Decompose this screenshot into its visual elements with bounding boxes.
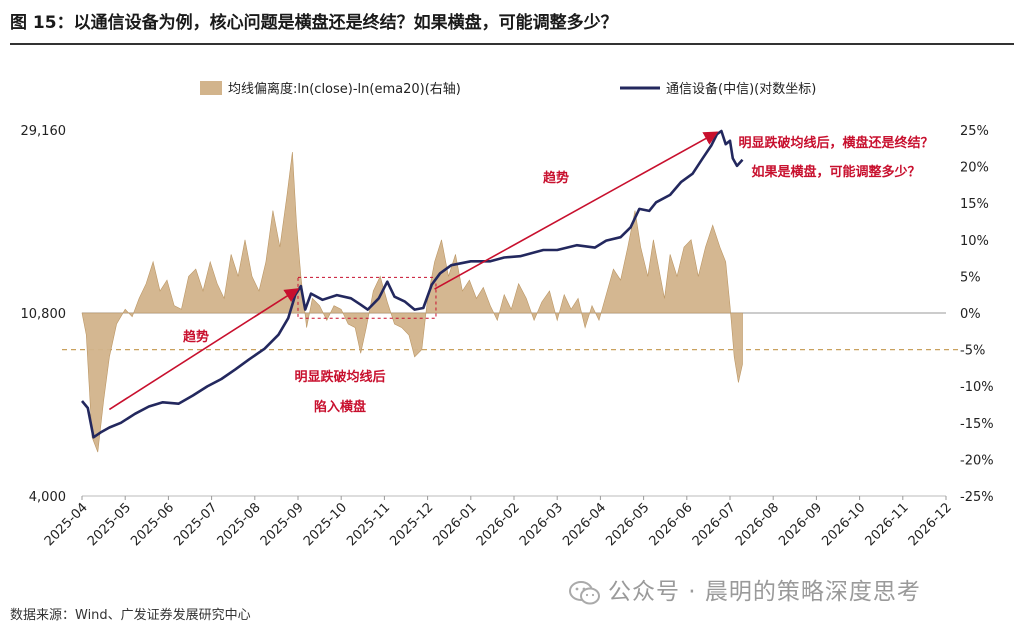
index-line-series xyxy=(80,129,744,439)
x-axis-tick: 2026-12 xyxy=(906,500,955,549)
x-axis-tick: 2026-02 xyxy=(474,500,523,549)
x-axis-tick: 2026-04 xyxy=(560,500,609,549)
right-axis-tick: 15% xyxy=(960,197,989,212)
legend-line-label: 通信设备(中信)(对数坐标) xyxy=(666,81,816,97)
source-note: 数据来源：Wind、广发证券发展研究中心 xyxy=(10,608,251,623)
x-axis-tick: 2026-10 xyxy=(819,500,868,549)
x-axis-tick: 2025-10 xyxy=(301,500,350,549)
x-axis-tick: 2025-05 xyxy=(85,500,134,549)
right-axis-tick: -20% xyxy=(960,453,994,468)
x-axis-tick: 2025-12 xyxy=(387,500,436,549)
annotation-text: 明显跌破均线后 xyxy=(294,369,385,385)
x-axis-tick: 2026-11 xyxy=(863,500,912,549)
annotation-text: 趋势 xyxy=(183,329,209,345)
x-axis-tick: 2025-06 xyxy=(128,500,177,549)
left-axis-tick: 10,800 xyxy=(21,307,67,322)
chart: 29,160 10,800 4,000 25% 20% 15% 10% 5% 0% -5% -10%… xyxy=(21,81,994,549)
annotation-text: 明显跌破均线后，横盘还是终结？ xyxy=(738,135,933,151)
watermark: 公众号 · 晨明的策略深度思考 xyxy=(568,572,921,606)
legend-area-swatch xyxy=(200,81,222,95)
trend-arrow-1 xyxy=(108,288,300,411)
x-axis-tick: 2025-11 xyxy=(344,500,393,549)
right-axis-tick: 10% xyxy=(960,234,989,249)
trend-arrow-2 xyxy=(434,131,719,290)
x-axis-tick: 2026-06 xyxy=(647,500,696,549)
right-axis-tick: 20% xyxy=(960,161,989,176)
right-axis-tick: -15% xyxy=(960,417,994,432)
right-axis-tick: 0% xyxy=(960,307,981,322)
annotation-text: 趋势 xyxy=(543,170,569,186)
legend-area-label: 均线偏离度:ln(close)-ln(ema20)(右轴) xyxy=(228,81,461,97)
figure-title: 图 15：以通信设备为例，核心问题是横盘还是终结？如果横盘，可能调整多少？ xyxy=(10,13,618,33)
deviation-area-series xyxy=(81,151,743,453)
x-axis-tick: 2026-07 xyxy=(690,500,739,549)
x-axis-tick: 2026-09 xyxy=(776,500,825,549)
annotation-text: 陷入横盘 xyxy=(314,399,366,415)
right-axis-tick: -10% xyxy=(960,380,994,395)
x-axis-tick: 2026-01 xyxy=(431,500,480,549)
right-axis-tick: -5% xyxy=(960,344,985,359)
wechat-icon xyxy=(569,580,600,604)
left-axis-tick: 4,000 xyxy=(29,490,66,505)
x-axis-tick: 2025-04 xyxy=(42,500,91,549)
x-axis-tick: 2025-08 xyxy=(215,500,264,549)
x-axis-tick: 2025-07 xyxy=(171,500,220,549)
title-divider xyxy=(10,43,1014,45)
watermark-text: 公众号 · 晨明的策略深度思考 xyxy=(608,579,921,605)
right-axis-tick: 5% xyxy=(960,270,981,285)
right-axis-tick: 25% xyxy=(960,124,989,139)
x-axis-tick: 2026-08 xyxy=(733,500,782,549)
right-axis-tick: -25% xyxy=(960,490,994,505)
x-axis-tick: 2025-09 xyxy=(258,500,307,549)
x-axis-tick: 2026-05 xyxy=(603,500,652,549)
left-axis-tick: 29,160 xyxy=(21,124,67,139)
x-axis-tick: 2026-03 xyxy=(517,500,566,549)
annotation-text: 如果是横盘，可能调整多少？ xyxy=(751,164,920,180)
